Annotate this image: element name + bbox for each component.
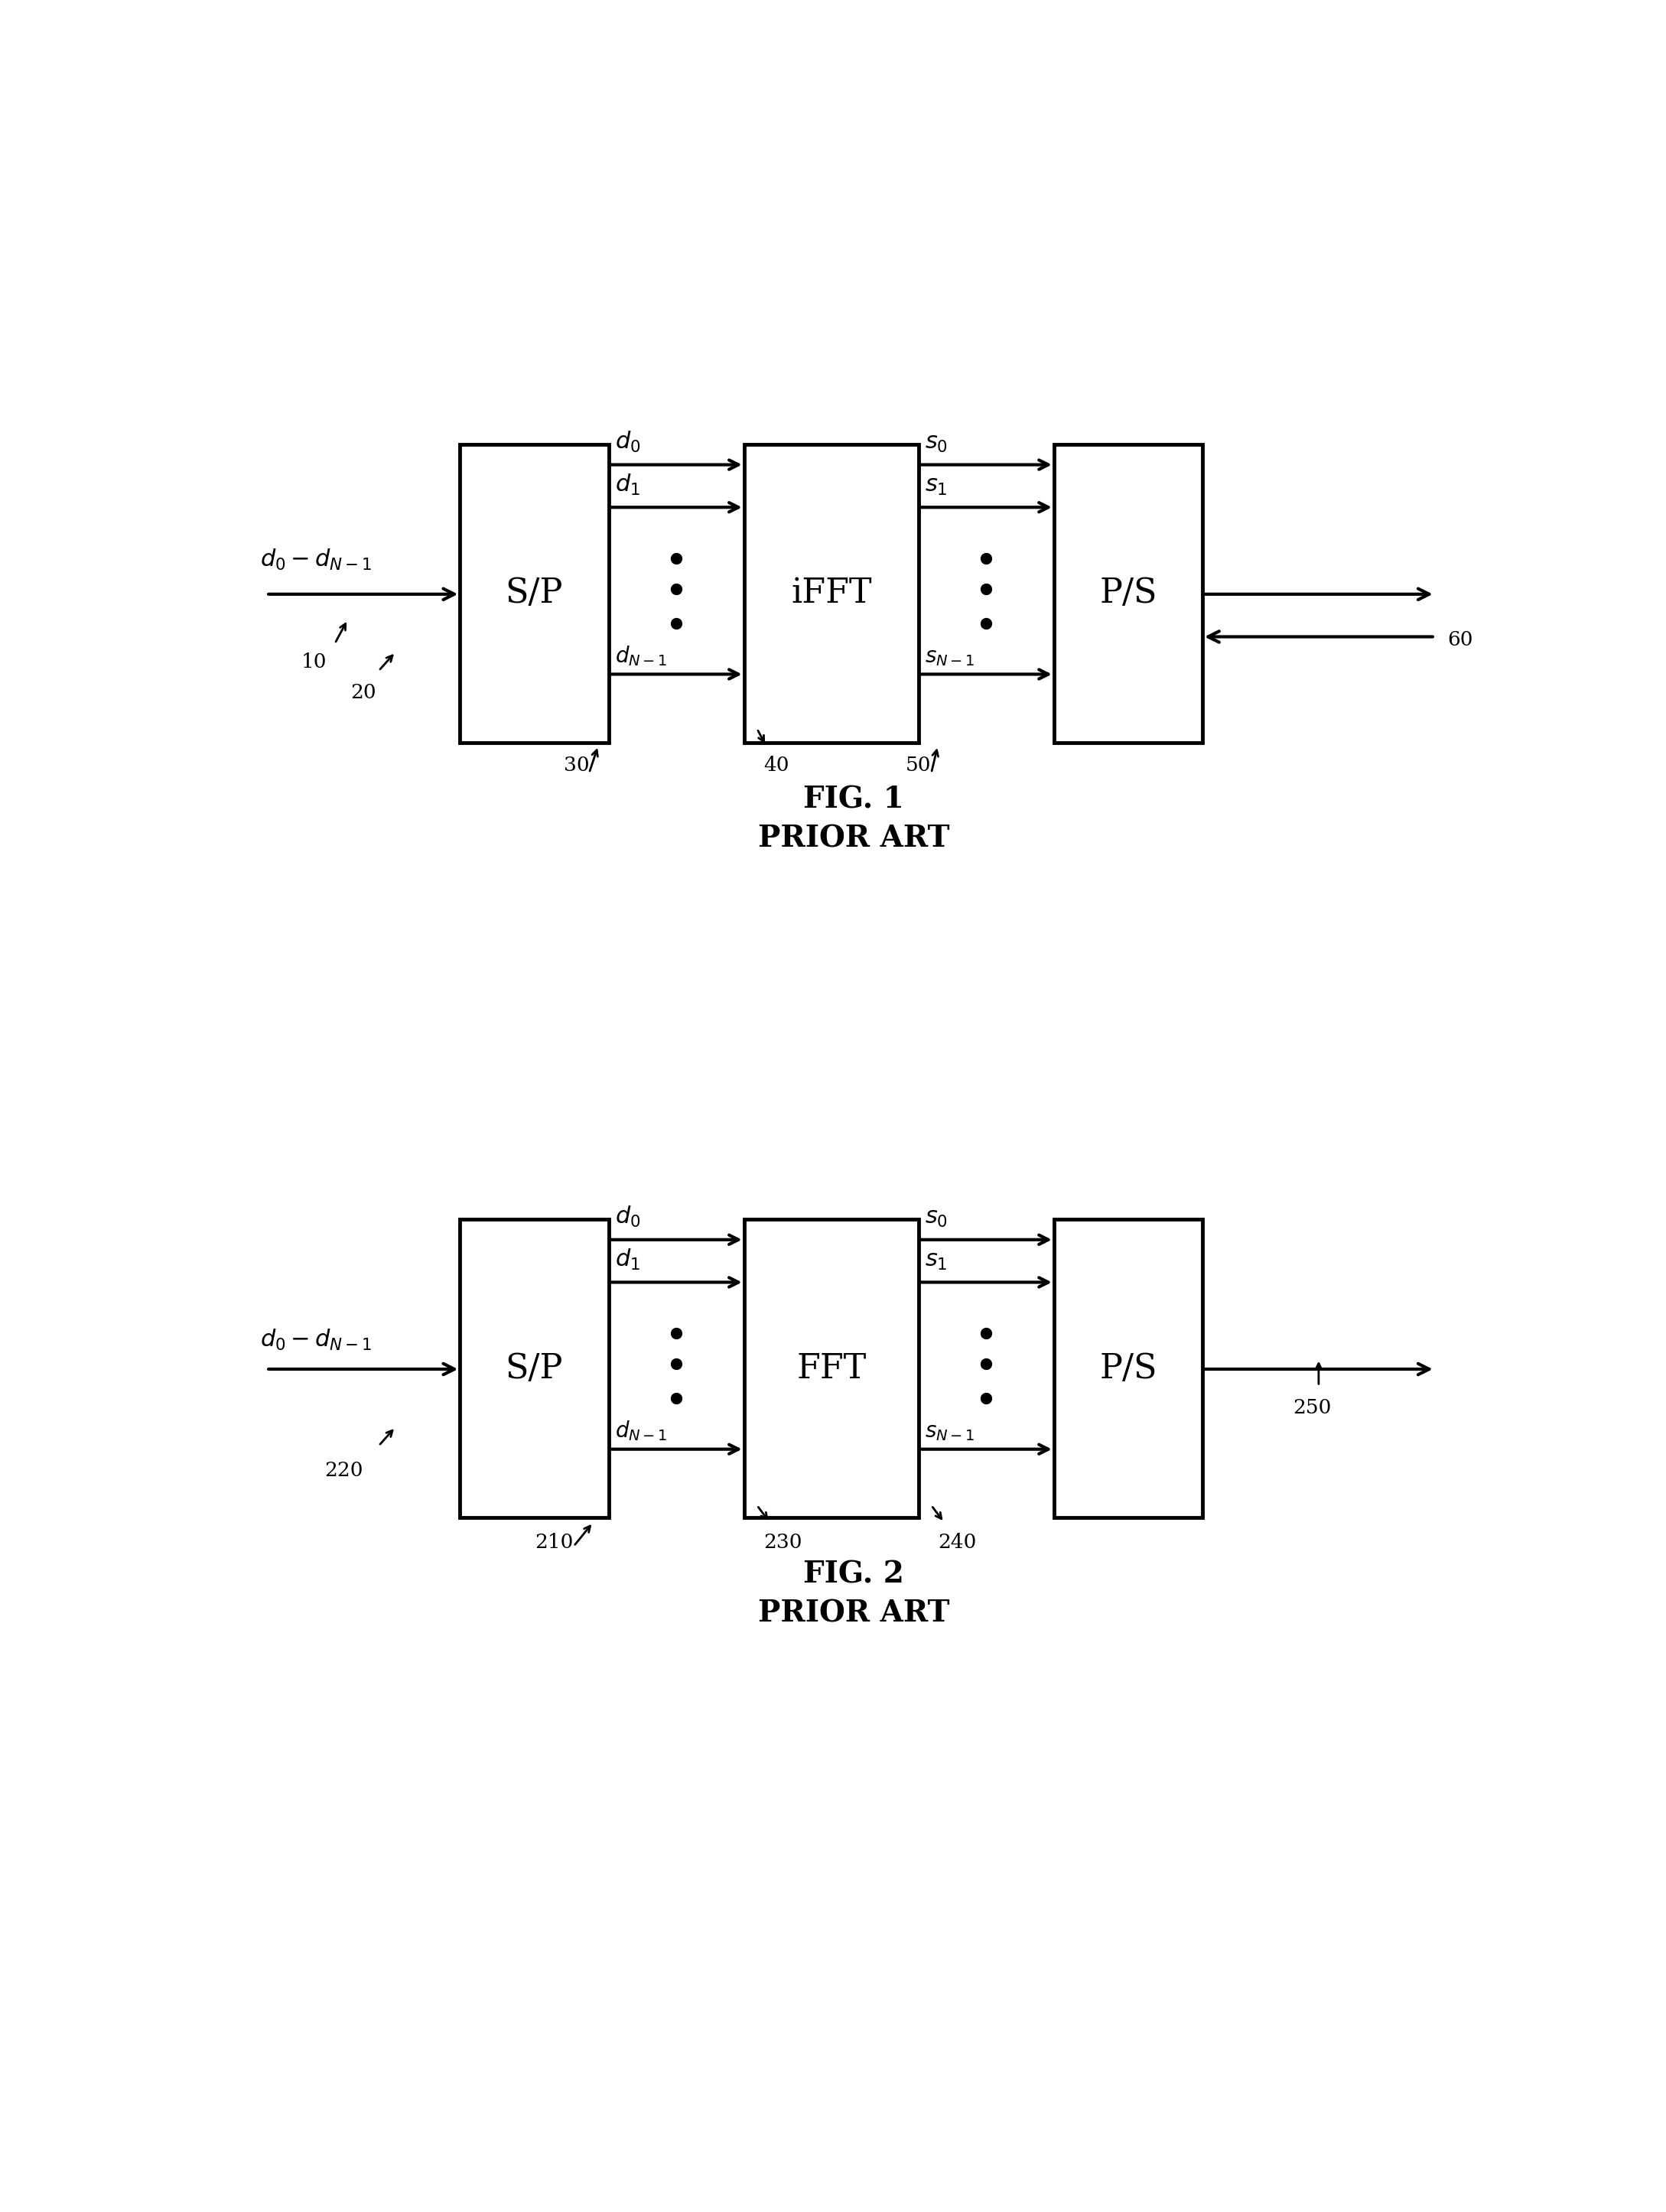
Text: FIG. 2: FIG. 2 (803, 1559, 905, 1588)
Text: $d_0 - d_{N-1}$: $d_0 - d_{N-1}$ (260, 1327, 372, 1352)
Text: $s_{N-1}$: $s_{N-1}$ (925, 646, 975, 668)
Text: S/P: S/P (505, 1352, 563, 1385)
Bar (1055, 445, 1203, 743)
Text: iFFT: iFFT (791, 577, 871, 611)
Bar (745, 1219, 918, 1517)
Text: 30: 30 (563, 757, 590, 774)
Text: $d_0 - d_{N-1}$: $d_0 - d_{N-1}$ (260, 549, 372, 573)
Text: 10: 10 (302, 653, 327, 670)
Text: 250: 250 (1293, 1398, 1331, 1418)
Bar (460, 1219, 608, 1517)
Text: S/P: S/P (505, 577, 563, 611)
Text: $d_0$: $d_0$ (615, 1206, 640, 1230)
Text: 210: 210 (535, 1533, 573, 1553)
Text: 220: 220 (325, 1462, 363, 1480)
Text: 60: 60 (1448, 630, 1473, 650)
Text: 40: 40 (763, 757, 790, 774)
Text: 20: 20 (350, 684, 377, 701)
Text: 230: 230 (763, 1533, 801, 1553)
Text: $d_1$: $d_1$ (615, 1248, 640, 1272)
Bar (1055, 1219, 1203, 1517)
Text: $d_0$: $d_0$ (615, 429, 640, 453)
Text: 50: 50 (906, 757, 931, 774)
Text: P/S: P/S (1100, 577, 1158, 611)
Text: $d_{N-1}$: $d_{N-1}$ (615, 644, 668, 668)
Text: PRIOR ART: PRIOR ART (758, 1599, 950, 1628)
Text: $d_1$: $d_1$ (615, 473, 640, 498)
Bar (460, 445, 608, 743)
Text: $s_1$: $s_1$ (925, 1248, 948, 1272)
Text: P/S: P/S (1100, 1352, 1158, 1385)
Text: $s_0$: $s_0$ (925, 1206, 948, 1230)
Text: 240: 240 (938, 1533, 976, 1553)
Text: FIG. 1: FIG. 1 (803, 785, 905, 814)
Text: $d_{N-1}$: $d_{N-1}$ (615, 1418, 668, 1442)
Bar (745, 445, 918, 743)
Text: $s_{N-1}$: $s_{N-1}$ (925, 1422, 975, 1442)
Text: PRIOR ART: PRIOR ART (758, 825, 950, 854)
Text: FFT: FFT (796, 1352, 866, 1385)
Text: $s_1$: $s_1$ (925, 473, 948, 498)
Text: $s_0$: $s_0$ (925, 431, 948, 453)
